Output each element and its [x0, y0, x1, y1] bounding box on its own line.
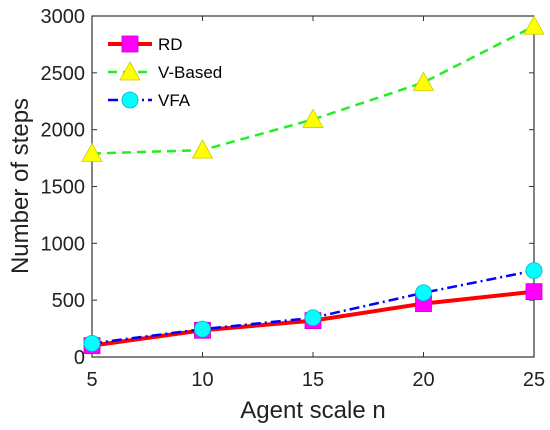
legend-marker [119, 61, 141, 81]
x-tick-label: 20 [412, 369, 434, 391]
data-point-v-based [523, 15, 545, 35]
y-tick-label: 3000 [41, 6, 86, 28]
x-tick-label: 10 [191, 369, 213, 391]
y-axis-title: Number of steps [7, 98, 34, 274]
legend-marker [121, 35, 139, 53]
axis-ticks: 5 10 15 20 25 0 500 1000 1500 2000 2500 3000 [41, 6, 546, 391]
x-axis-title: Agent scale n [240, 397, 385, 424]
data-point-vfa [525, 262, 543, 280]
data-point-vfa [83, 334, 101, 352]
data-point-v-based [81, 142, 103, 162]
legend: RD V-Based VFA [108, 35, 222, 110]
data-point-vfa [304, 309, 322, 327]
data-point-rd [525, 283, 543, 301]
legend-label: RD [158, 35, 183, 54]
series-layer [81, 15, 545, 355]
data-point-v-based [412, 71, 435, 91]
y-tick-label: 0 [74, 347, 85, 369]
data-point-v-based [191, 139, 214, 159]
data-point-vfa [194, 320, 211, 338]
x-tick-label: 25 [523, 369, 545, 391]
legend-marker [121, 91, 139, 109]
y-tick-label: 2000 [41, 120, 86, 142]
y-tick-label: 1500 [41, 177, 86, 199]
x-tick-label: 5 [86, 369, 97, 391]
x-tick-label: 15 [302, 369, 324, 391]
legend-label: VFA [158, 91, 191, 110]
legend-label: V-Based [158, 63, 222, 82]
data-point-v-based [302, 108, 324, 128]
y-tick-label: 1000 [41, 233, 86, 255]
y-tick-label: 2500 [41, 63, 86, 85]
y-tick-label: 500 [52, 290, 85, 312]
data-point-vfa [415, 284, 432, 302]
